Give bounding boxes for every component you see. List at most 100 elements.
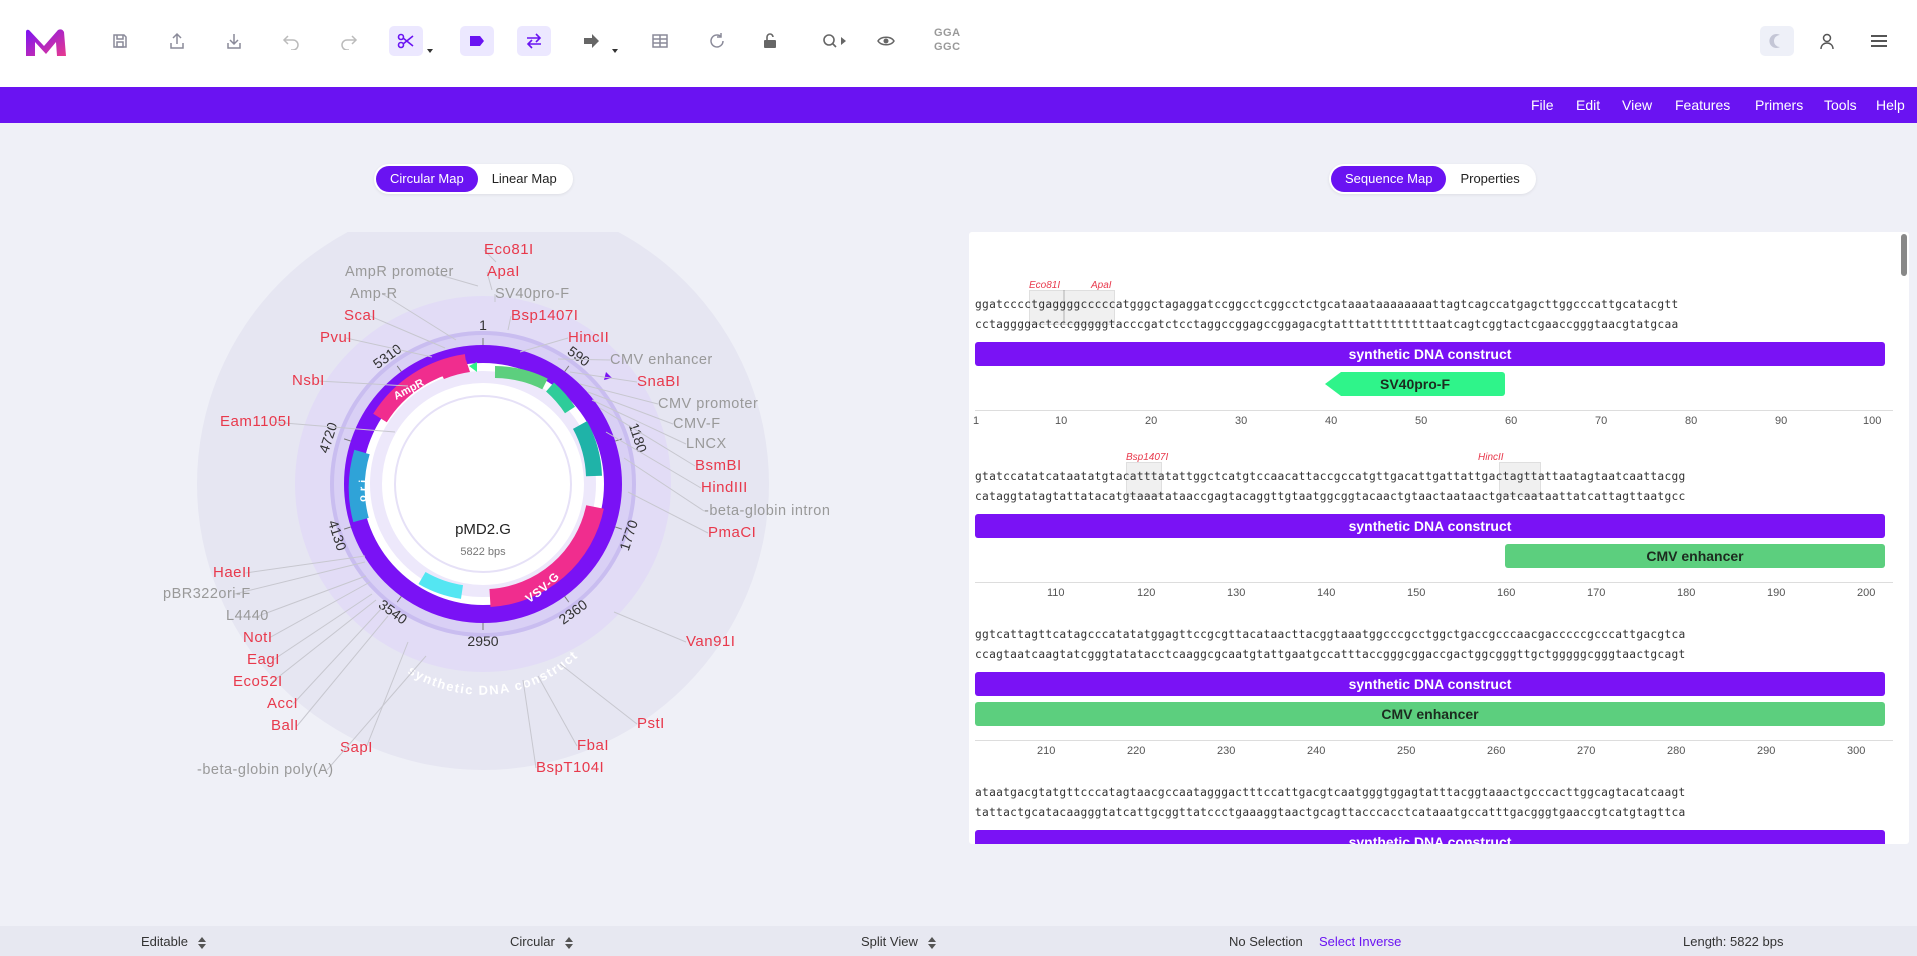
menu-primers[interactable]: Primers xyxy=(1755,97,1804,113)
enzyme-label-scai[interactable]: ScaI xyxy=(344,307,376,324)
enzyme-bsp1407i[interactable]: Bsp1407I xyxy=(1126,452,1169,463)
seq-top-strand[interactable]: ggatcccctgaggggcccccatgggctagaggatccggcc… xyxy=(975,298,1679,311)
enzyme-label-nsbi[interactable]: NsbI xyxy=(292,372,325,389)
refresh-button[interactable] xyxy=(700,26,734,56)
feature-sv40pro-f[interactable]: SV40pro-F xyxy=(1325,372,1505,396)
feature-label-lncx[interactable]: LNCX xyxy=(686,436,727,452)
enzyme-apai[interactable]: ApaI xyxy=(1091,280,1112,291)
enzyme-label-bspt104i[interactable]: BspT104I xyxy=(536,759,604,776)
circular-map-tab[interactable]: Circular Map xyxy=(376,166,478,192)
gga-label: GGA GGC xyxy=(934,27,961,53)
menu-file[interactable]: File xyxy=(1531,97,1554,113)
search-button[interactable] xyxy=(814,26,856,56)
import-button[interactable] xyxy=(217,26,251,56)
polya-feature[interactable] xyxy=(418,571,464,599)
feature-label-l4440[interactable]: L4440 xyxy=(226,608,269,624)
topology-select[interactable]: Circular xyxy=(510,934,573,949)
feature-label-cmv-promoter[interactable]: CMV promoter xyxy=(658,396,758,412)
enzyme-label-pvui[interactable]: PvuI xyxy=(320,329,352,346)
seq-bottom-strand[interactable]: cataggtatagtattatacatgtaaatataaccgagtaca… xyxy=(975,490,1686,503)
enzyme-eco81i[interactable]: Eco81I xyxy=(1029,280,1061,291)
feature-label-ampr-promoter[interactable]: AmpR promoter xyxy=(345,264,454,280)
feature-label-cmv-enhancer[interactable]: CMV enhancer xyxy=(610,352,713,368)
enzyme-label-apai[interactable]: ApaI xyxy=(487,263,520,280)
go-to-button[interactable] xyxy=(574,26,618,56)
enzyme-label-sapi[interactable]: SapI xyxy=(340,739,373,756)
feature-cmv-enhancer[interactable]: CMV enhancer xyxy=(975,702,1885,726)
seq-top-strand[interactable]: ataatgacgtatgttcccatagtaacgccaatagggactt… xyxy=(975,786,1686,799)
grid-button[interactable] xyxy=(643,26,677,56)
golden-gate-button[interactable]: GGA GGC xyxy=(934,26,968,58)
seq-bottom-strand[interactable]: tattactgcatacaagggtatcattgcggttatccctgaa… xyxy=(975,806,1686,819)
enzyme-label-acci[interactable]: AccI xyxy=(267,695,298,712)
enzyme-label-eagi[interactable]: EagI xyxy=(247,651,280,668)
redo-button[interactable] xyxy=(332,26,366,56)
enzyme-label-psti[interactable]: PstI xyxy=(637,715,665,732)
visibility-button[interactable] xyxy=(869,26,903,56)
sequence-panel[interactable]: Eco81I ApaI ggatcccctgaggggcccccatgggcta… xyxy=(969,232,1909,844)
enzyme-label-hindiii[interactable]: HindIII xyxy=(701,479,748,496)
enzyme-label-fbai[interactable]: FbaI xyxy=(577,737,609,754)
feature-label--beta-globin-intron[interactable]: -beta-globin intron xyxy=(704,503,830,519)
enzyme-label-haeii[interactable]: HaeII xyxy=(213,564,251,581)
menu-tools[interactable]: Tools xyxy=(1824,97,1857,113)
feature-label-amp-r[interactable]: Amp-R xyxy=(350,286,398,302)
cmv-feature[interactable] xyxy=(494,366,548,390)
feature-synthetic-dna-construct[interactable]: synthetic DNA construct xyxy=(975,342,1885,366)
cmv-promoter-feature[interactable] xyxy=(545,382,576,414)
properties-tab[interactable]: Properties xyxy=(1460,171,1520,186)
feature-cmv-enhancer[interactable]: CMV enhancer xyxy=(1505,544,1885,568)
export-button[interactable] xyxy=(160,26,194,56)
circular-map[interactable]: AmpR ori VSV-G synthetic DNA construct p… xyxy=(140,232,900,832)
enzyme-label-hincii[interactable]: HincII xyxy=(568,329,609,346)
sequence-map-tab[interactable]: Sequence Map xyxy=(1331,166,1447,192)
enzyme-label-eam1105i[interactable]: Eam1105I xyxy=(220,413,291,430)
select-inverse-button[interactable]: Select Inverse xyxy=(1319,934,1402,949)
feature-label-sv40pro-f[interactable]: SV40pro-F xyxy=(495,286,570,302)
main-menu-button[interactable] xyxy=(1862,26,1896,56)
cut-button[interactable] xyxy=(389,26,433,56)
menu-edit[interactable]: Edit xyxy=(1576,97,1601,113)
enzyme-label-bsp1407i[interactable]: Bsp1407I xyxy=(511,307,578,324)
enzyme-label-noti[interactable]: NotI xyxy=(243,629,273,646)
intron-feature[interactable] xyxy=(572,421,602,477)
app-logo[interactable] xyxy=(24,28,68,58)
seq-bottom-strand[interactable]: cctaggggactcccgggggtacccgatctcctaggccgga… xyxy=(975,318,1679,331)
seq-top-strand[interactable]: ggtcattagttcatagcccatatatggagttccgcgttac… xyxy=(975,628,1686,641)
enzyme-label-pmaci[interactable]: PmaCI xyxy=(708,524,756,541)
seq-top-strand[interactable]: gtatccatatcataatatgtacatttatattggctcatgt… xyxy=(975,470,1686,483)
account-button[interactable] xyxy=(1810,26,1844,56)
menu-features[interactable]: Features xyxy=(1675,97,1731,113)
undo-button[interactable] xyxy=(274,26,308,56)
save-button[interactable] xyxy=(103,26,137,56)
enzyme-label-bali[interactable]: BalI xyxy=(271,717,299,734)
dark-mode-toggle[interactable] xyxy=(1760,26,1794,56)
menu-view[interactable]: View xyxy=(1622,97,1653,113)
ori-feature[interactable] xyxy=(348,449,370,523)
enzyme-label-van91i[interactable]: Van91I xyxy=(686,633,735,650)
feature-synthetic-dna-construct[interactable]: synthetic DNA construct xyxy=(975,830,1885,844)
label-button[interactable] xyxy=(460,26,494,56)
menu-help[interactable]: Help xyxy=(1876,97,1905,113)
scrollbar-thumb[interactable] xyxy=(1901,234,1907,276)
vsvg-feature[interactable] xyxy=(489,505,604,607)
swap-strand-button[interactable] xyxy=(517,26,551,56)
enzyme-hincii[interactable]: HincII xyxy=(1478,452,1504,463)
enzyme-label-eco52i[interactable]: Eco52I xyxy=(233,673,283,690)
linear-map-tab[interactable]: Linear Map xyxy=(491,171,557,186)
feature-synthetic-dna-construct[interactable]: synthetic DNA construct xyxy=(975,672,1885,696)
tick: 220 xyxy=(1127,745,1146,757)
feature-label-pbr322ori-f[interactable]: pBR322ori-F xyxy=(163,586,251,602)
enzyme-label-snabi[interactable]: SnaBI xyxy=(637,373,680,390)
feature-synthetic-dna-construct[interactable]: synthetic DNA construct xyxy=(975,514,1885,538)
feature-label--beta-globin-poly-a-[interactable]: -beta-globin poly(A) xyxy=(197,762,334,778)
enzyme-label-bsmbi[interactable]: BsmBI xyxy=(695,457,742,474)
sequence-scrollbar[interactable] xyxy=(1901,232,1907,844)
feature-label-cmv-f[interactable]: CMV-F xyxy=(673,416,721,432)
seq-bottom-strand[interactable]: ccagtaatcaagtatcgggtatatacctcaaggcgcaatg… xyxy=(975,648,1686,661)
enzyme-label-eco81i[interactable]: Eco81I xyxy=(484,241,534,258)
ampr-arc[interactable] xyxy=(373,354,468,423)
editable-select[interactable]: Editable xyxy=(141,934,206,949)
lock-button[interactable] xyxy=(753,26,787,56)
view-select[interactable]: Split View xyxy=(861,934,936,949)
